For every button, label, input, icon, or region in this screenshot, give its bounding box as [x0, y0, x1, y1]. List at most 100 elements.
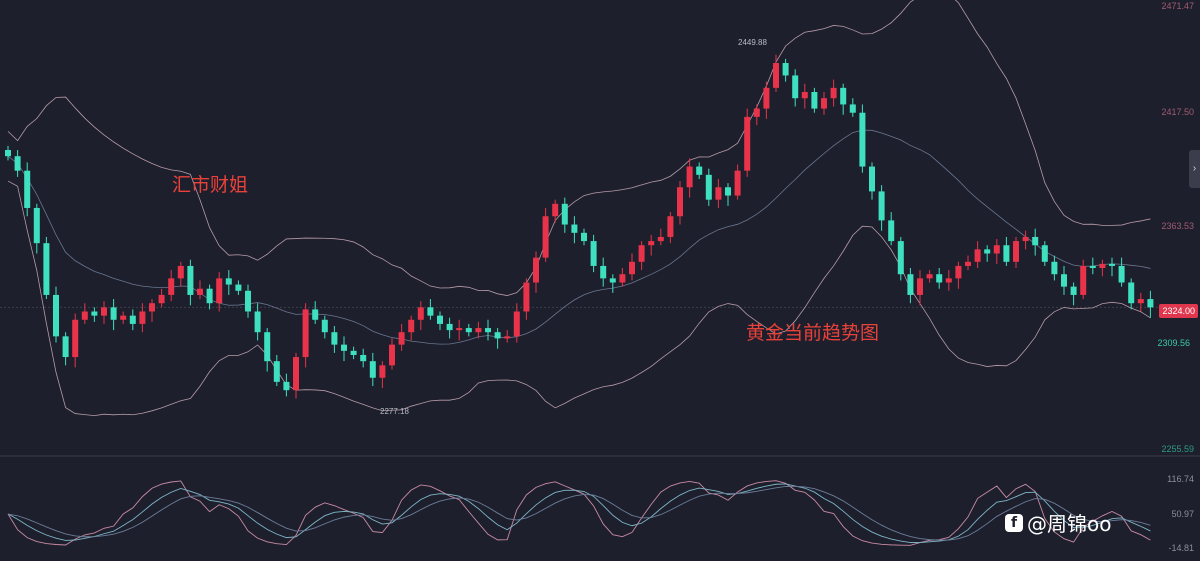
candle-body — [1013, 241, 1019, 262]
candle-body — [465, 328, 472, 333]
candle-body — [1118, 265, 1125, 283]
indicator-line-j — [7, 485, 1151, 541]
candle-body — [888, 220, 895, 242]
indicator-line-d — [7, 483, 1151, 543]
candle-body — [619, 274, 626, 283]
candle-body — [216, 278, 223, 304]
candle-body — [149, 303, 155, 312]
candle-body — [686, 166, 693, 188]
candle-body — [206, 288, 213, 304]
candle-body — [677, 187, 683, 217]
chevron-right-icon[interactable]: › — [1189, 150, 1200, 188]
candle-body — [293, 357, 299, 391]
low-annotation: 2277.18 — [380, 407, 409, 416]
candle-body — [1041, 245, 1048, 262]
candle-body — [513, 311, 520, 337]
watermark-text: @周锦oo — [1027, 512, 1112, 536]
candle-body — [1089, 265, 1096, 269]
candle-body — [1022, 236, 1029, 242]
candle-body — [331, 332, 338, 345]
candle-body — [955, 265, 962, 279]
candle-body — [1061, 274, 1067, 287]
candle-body — [5, 149, 11, 157]
logo-icon: f — [1005, 513, 1023, 532]
candle-body — [264, 332, 271, 362]
candle-body — [811, 92, 818, 109]
y-tick: 2417.50 — [1161, 107, 1194, 117]
candle-body — [197, 288, 203, 295]
candle-body — [590, 241, 597, 266]
candle-body — [254, 311, 261, 333]
candle-body — [43, 243, 50, 295]
candle-body — [1147, 299, 1154, 308]
candle-body — [974, 249, 981, 262]
y-tick: 2471.47 — [1161, 1, 1194, 11]
candle-body — [475, 328, 482, 333]
candle-body — [235, 284, 242, 291]
candle-body — [571, 224, 578, 233]
candle-body — [427, 307, 434, 316]
candle-body — [139, 311, 146, 324]
candle-body — [830, 87, 837, 99]
candle-body — [81, 311, 88, 320]
candle-body — [245, 290, 251, 312]
candle-body — [792, 75, 799, 99]
candle-body — [53, 294, 59, 337]
candle-body — [101, 307, 107, 316]
candle-body — [696, 166, 703, 175]
candle-body — [225, 278, 232, 285]
candle-body — [456, 328, 463, 331]
candle-body — [725, 187, 731, 196]
candle-body — [965, 261, 971, 266]
candle-body — [14, 156, 21, 171]
candle-body — [609, 278, 616, 283]
indicator-line-k — [7, 480, 1151, 546]
candle-body — [379, 365, 386, 378]
y-tick: 2255.59 — [1161, 444, 1194, 454]
y-tick: 2309.56 — [1157, 338, 1190, 348]
candle-body — [321, 319, 328, 333]
candle-body — [533, 257, 539, 283]
last-price-label: 2324.00 — [1159, 304, 1198, 318]
candle-body — [369, 361, 376, 378]
candle-body — [734, 170, 741, 196]
overlay-text: 黄金当前趋势图 — [746, 322, 880, 344]
candle-body — [1051, 261, 1058, 275]
candle-body — [648, 241, 655, 246]
candle-body — [667, 216, 674, 237]
candle-body — [629, 261, 635, 275]
candle-body — [821, 98, 827, 109]
candle-body — [657, 236, 664, 242]
bollinger-middle — [7, 129, 1151, 345]
candle-body — [110, 307, 117, 320]
candle-body — [600, 265, 607, 279]
candle-body — [581, 232, 587, 242]
candle-body — [417, 307, 424, 320]
candle-body — [446, 323, 453, 331]
candle-body — [24, 170, 31, 208]
candle-body — [1128, 282, 1135, 304]
candle-body — [859, 112, 866, 167]
overlay-text: 汇市财姐 — [172, 174, 249, 196]
candle-body — [485, 328, 491, 333]
candle-body — [360, 354, 367, 362]
candle-body — [494, 332, 501, 339]
candle-body — [561, 203, 568, 225]
candle-body — [926, 274, 933, 279]
candle-body — [72, 319, 79, 358]
candle-body — [984, 249, 991, 254]
candle-body — [177, 265, 184, 279]
candle-body — [744, 116, 751, 171]
candle-body — [763, 87, 770, 109]
candle-body — [897, 241, 904, 275]
candle-body — [1109, 263, 1115, 266]
candle-body — [283, 381, 290, 391]
high-annotation: 2449.88 — [738, 38, 767, 47]
candle-body — [907, 274, 914, 295]
candle-body — [840, 87, 847, 105]
candle-body — [1070, 286, 1077, 295]
candle-body — [993, 245, 1000, 254]
candle-body — [408, 319, 415, 333]
candle-body — [801, 92, 808, 99]
